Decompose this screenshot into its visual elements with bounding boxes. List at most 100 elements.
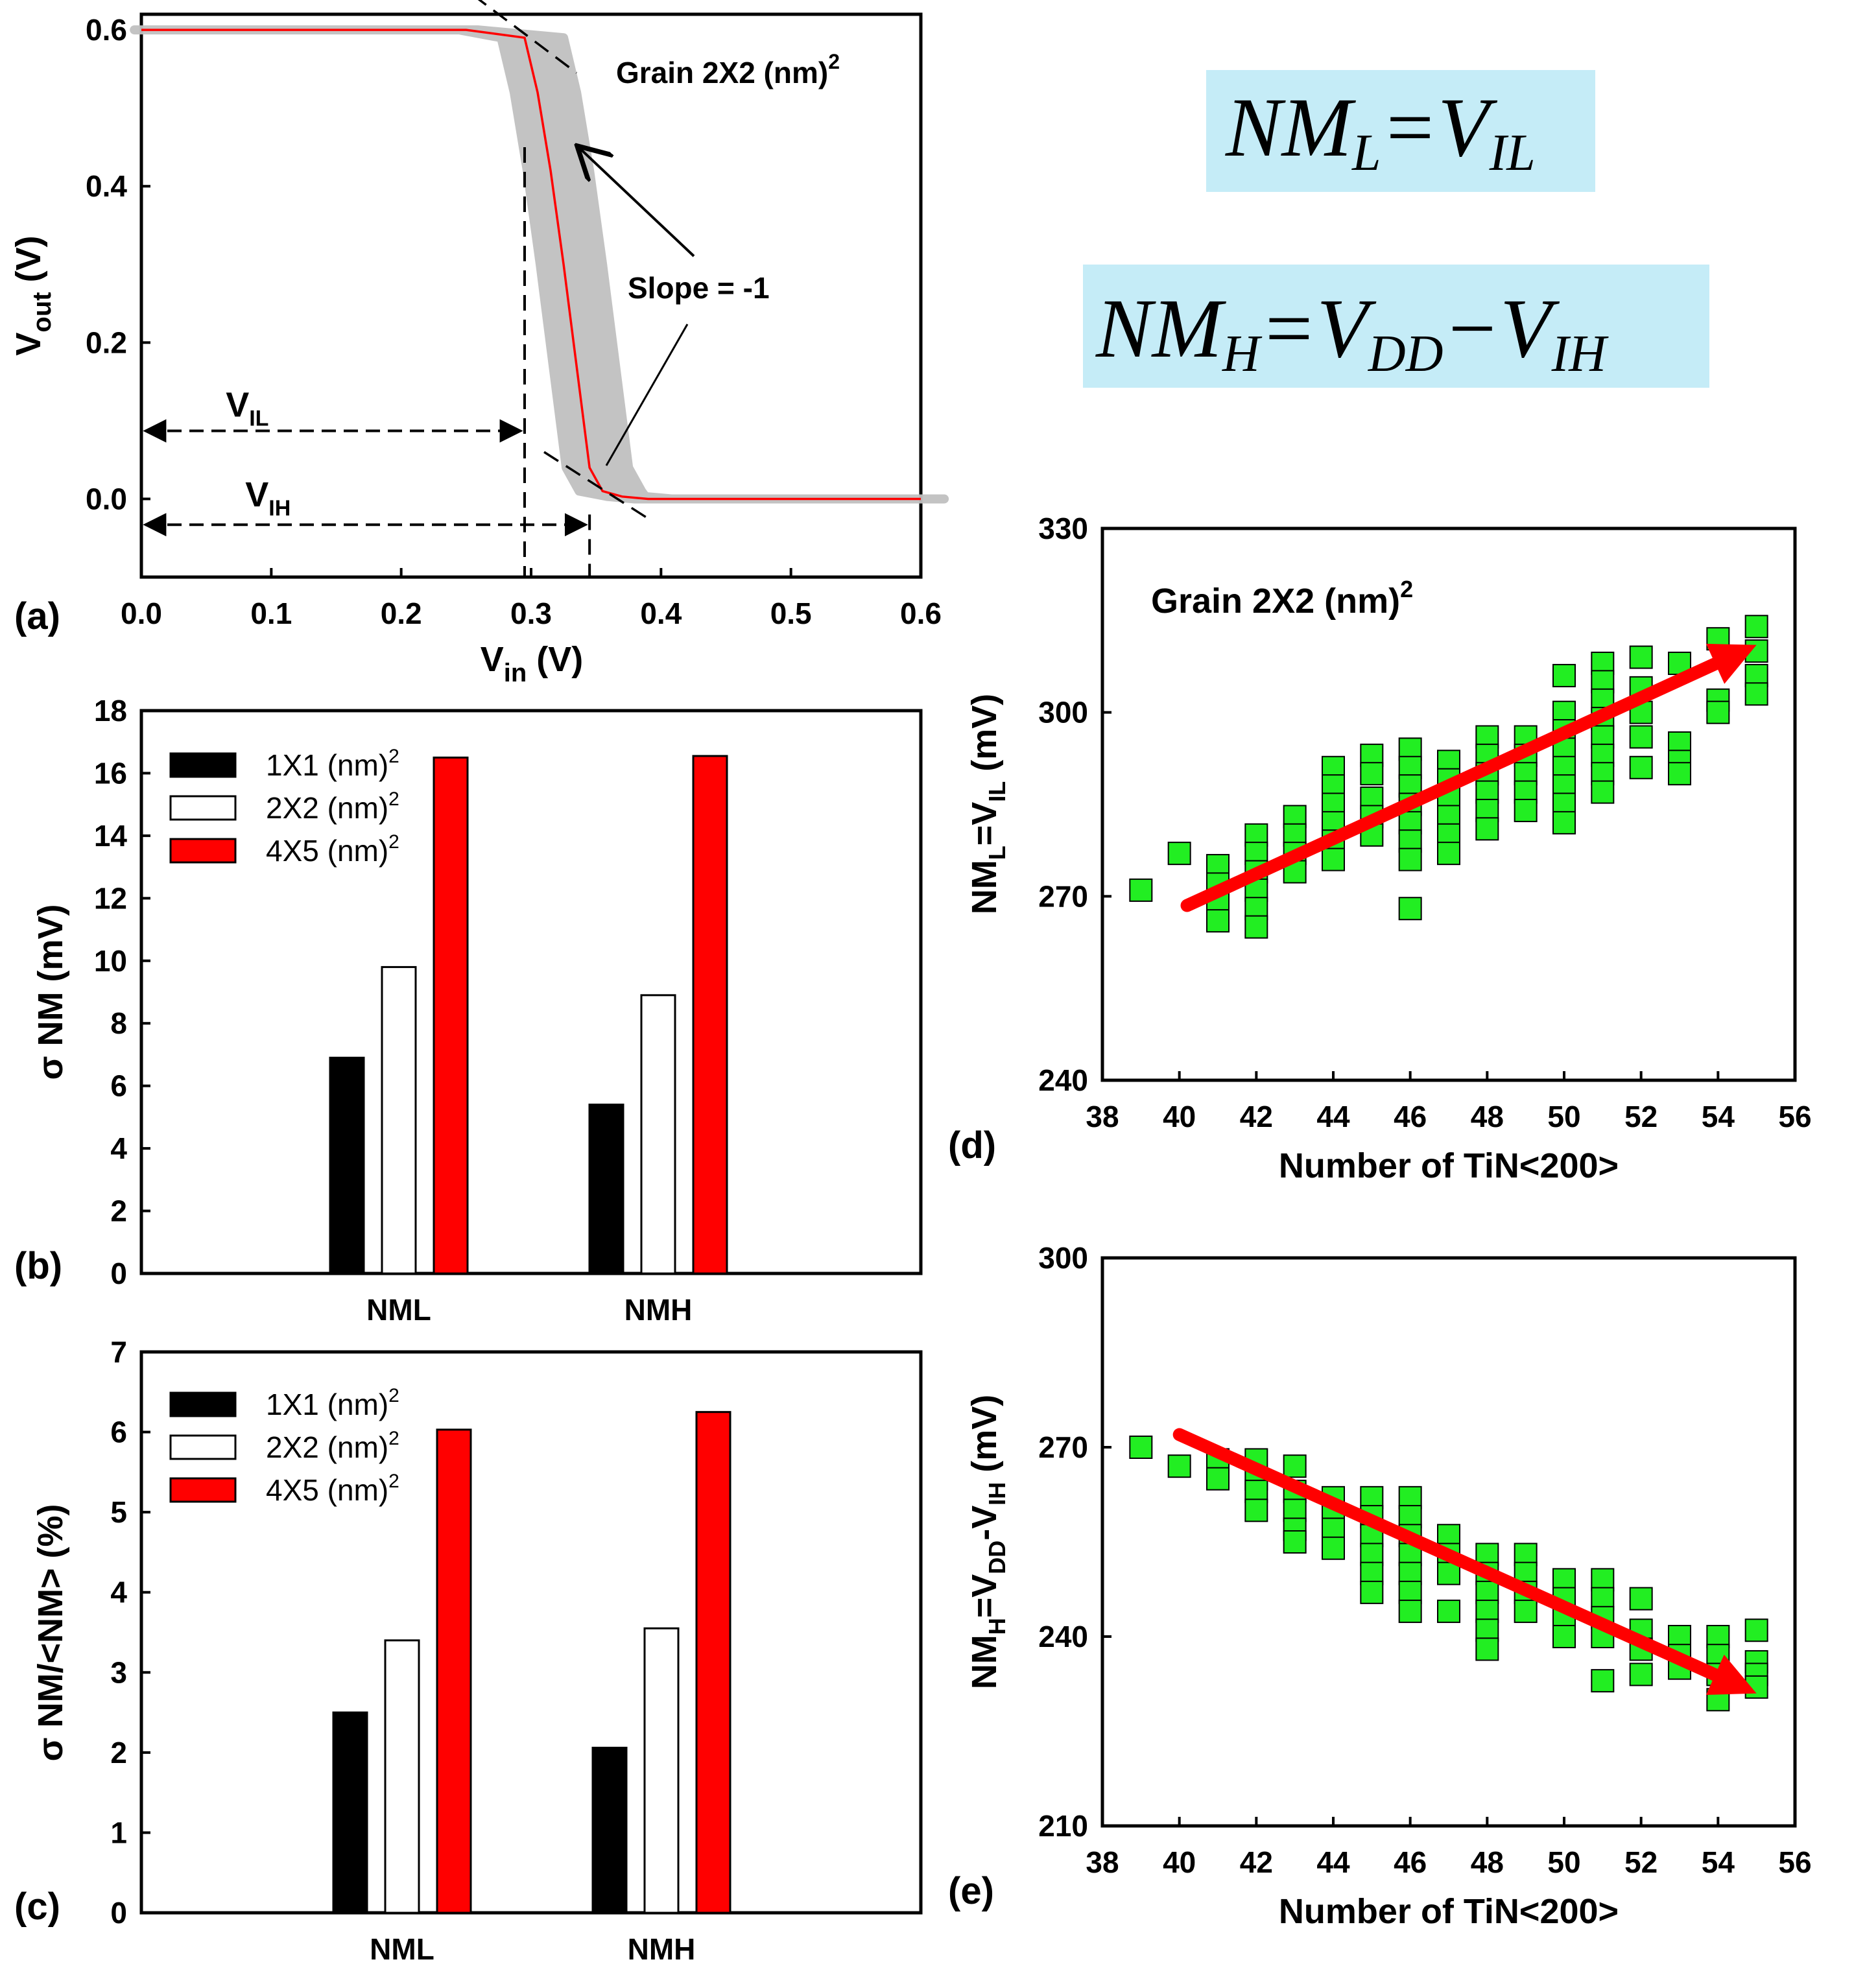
panel-label: (e) <box>948 1870 994 1912</box>
y-tick-label: 12 <box>94 881 127 915</box>
category-label: NMH <box>624 1293 693 1327</box>
bar-nmh-series-2 <box>643 1627 680 1914</box>
data-point <box>1129 878 1153 902</box>
data-point <box>1437 1561 1460 1585</box>
x-tick-label: 50 <box>1547 1845 1580 1879</box>
x-tick-label: 40 <box>1163 1100 1196 1133</box>
x-tick-label: 56 <box>1778 1100 1811 1133</box>
equation-nml-sub2: IL <box>1489 124 1536 182</box>
data-point <box>1744 1618 1768 1642</box>
data-point <box>1283 1530 1307 1554</box>
x-tick-label: 0.1 <box>250 597 292 630</box>
data-point <box>1668 762 1691 786</box>
data-point <box>1629 645 1653 669</box>
bar-nmh-series-3 <box>692 755 728 1275</box>
y-tick-label: 0.0 <box>86 482 127 515</box>
legend-swatch <box>169 1434 237 1460</box>
y-tick-label: 0.4 <box>86 169 127 203</box>
y-axis-label-part: =V <box>965 1574 1004 1618</box>
y-tick-label: 0.2 <box>86 325 127 359</box>
data-point <box>1552 1625 1576 1648</box>
y-tick-label: 2 <box>110 1194 127 1228</box>
equation-nmh-sub: H <box>1222 325 1263 383</box>
data-point <box>1322 1536 1345 1560</box>
svg-text:NML=VIL: NML=VIL <box>1225 81 1536 182</box>
y-tick-label: 1 <box>110 1816 127 1849</box>
panel-e-nmh-scatter: 38 40 42 44 46 48 50 52 54 56 210 240 270 300 Number o… <box>948 1241 1812 1931</box>
bar-nmh-series-1 <box>588 1104 624 1275</box>
x-tick-label: 38 <box>1086 1845 1119 1879</box>
y-tick-label: 270 <box>1038 1430 1088 1464</box>
y-axis-label: σ NM/<NM> (%) <box>31 1504 70 1762</box>
y-axis-label: NMH=VDD-VIH (mV) <box>965 1395 1010 1690</box>
chart-title-text: Grain 2X2 (nm) <box>616 56 828 89</box>
data-point <box>1437 842 1460 866</box>
x-tick-label: 0.5 <box>770 597 812 630</box>
x-tick-label: 48 <box>1471 1100 1504 1133</box>
legend-label-sup: 2 <box>388 746 399 767</box>
legend-label-text: 4X5 (nm) <box>266 834 388 868</box>
y-tick-label: 0.6 <box>86 13 127 47</box>
data-point <box>1552 663 1576 687</box>
data-point <box>1629 725 1653 749</box>
panel-label: (c) <box>14 1886 60 1928</box>
x-axis-label-main: V <box>481 640 504 679</box>
x-tick-label: 54 <box>1702 1845 1735 1879</box>
panel-a-transfer-curve: 0.0 0.1 0.2 0.3 0.4 0.5 0.60.00.20.40.6VILVIHG… <box>9 0 949 687</box>
data-point <box>1398 1600 1422 1624</box>
data-point <box>1360 1580 1384 1604</box>
x-tick-label: 46 <box>1394 1845 1427 1879</box>
x-tick-label: 46 <box>1394 1100 1427 1133</box>
y-tick-label: 5 <box>110 1495 127 1529</box>
panel-label: (a) <box>14 595 60 637</box>
bar-nml-series-2 <box>384 1639 420 1914</box>
data-point <box>1514 798 1538 822</box>
y-tick-label: 210 <box>1038 1809 1088 1843</box>
x-tick-label: 0.4 <box>640 597 682 630</box>
y-tick-label: 0 <box>110 1896 127 1930</box>
y-tick-label: 0 <box>110 1257 127 1290</box>
x-tick-label: 0.3 <box>510 597 552 630</box>
y-axis-label-part: NM <box>965 1635 1004 1689</box>
legend-label-sup: 2 <box>388 1471 399 1492</box>
plot-frame <box>1100 1256 1797 1828</box>
vih-label: VIH <box>245 475 291 521</box>
y-axis-label-part: (mV) <box>965 694 1004 781</box>
data-point <box>1437 1600 1460 1624</box>
panel-d-nml-scatter: 38 40 42 44 46 48 50 52 54 56 240 270 300 330 Grain 2X… <box>948 512 1812 1185</box>
data-point <box>1129 1436 1153 1459</box>
bar-nmh-series-1 <box>591 1746 628 1914</box>
data-point <box>1398 847 1422 871</box>
vil-label-main: V <box>226 386 249 425</box>
bar-nml-series-3 <box>433 756 469 1275</box>
x-axis-label: Number of TiN<200> <box>1279 1892 1619 1931</box>
category-label: NML <box>370 1932 434 1966</box>
y-tick-label: 240 <box>1038 1620 1088 1653</box>
chart-title: Grain 2X2 (nm)2 <box>616 50 840 89</box>
y-tick-label: 330 <box>1038 512 1088 545</box>
y-tick-label: 6 <box>110 1415 127 1449</box>
equation-nmh: NMH=VDD−VIH <box>1083 265 1709 388</box>
slope-arrow-upper <box>577 146 695 257</box>
y-tick-label: 300 <box>1038 1241 1088 1275</box>
trend-arrow-head <box>1705 1654 1757 1695</box>
bar-nml-series-2 <box>381 965 417 1275</box>
legend-label: 2X2 (nm)2 <box>266 788 399 825</box>
y-axis-label-part: (mV) <box>965 1395 1004 1482</box>
x-tick-label: 42 <box>1240 1100 1273 1133</box>
slope-annotation: Slope = -1 <box>628 271 770 305</box>
y-axis-label: NML=VIL (mV) <box>965 694 1010 915</box>
y-axis-label-part: NM <box>965 860 1004 914</box>
y-tick-label: 3 <box>110 1655 127 1689</box>
slope-pointer-lower <box>605 324 689 466</box>
x-tick-label: 42 <box>1240 1845 1273 1879</box>
y-tick-label: 2 <box>110 1736 127 1769</box>
data-point <box>1552 811 1576 834</box>
x-axis-label-sub: in <box>504 659 527 687</box>
x-tick-label: 40 <box>1163 1845 1196 1879</box>
legend-label: 2X2 (nm)2 <box>266 1428 399 1464</box>
bar-nml-series-1 <box>332 1711 368 1914</box>
slope-tangent-upper <box>477 0 578 74</box>
x-tick-label: 56 <box>1778 1845 1811 1879</box>
